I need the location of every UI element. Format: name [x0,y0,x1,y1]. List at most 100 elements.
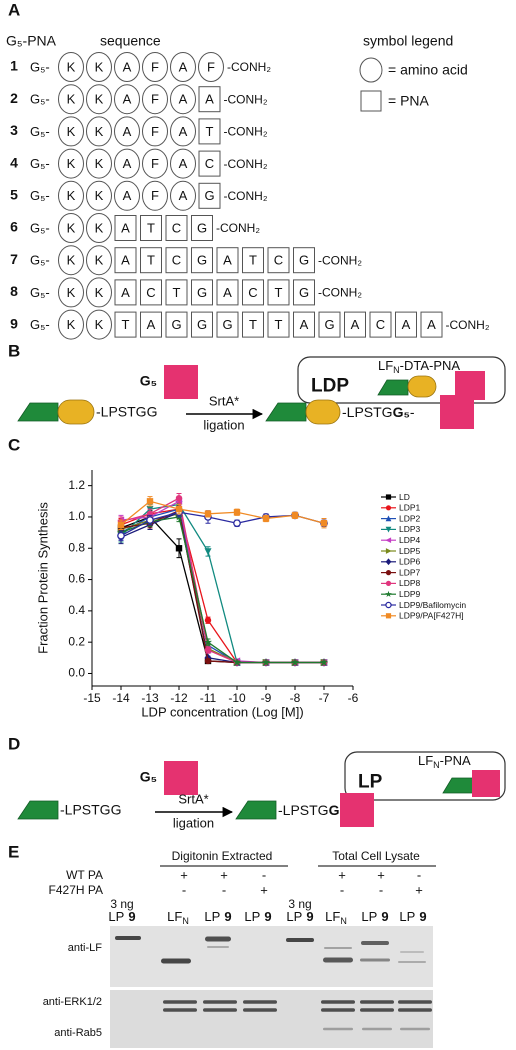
amino-acid [86,245,112,276]
x-tick-label: -13 [141,691,159,705]
amino-acid [170,148,196,179]
band [400,951,424,953]
pna-base [293,247,315,274]
pna-cargo [472,770,500,797]
amino-letter: A [179,156,188,171]
pna-letter: G [171,317,181,332]
amino-acid [86,148,112,179]
row-prefix: G₅- [30,124,50,139]
pna-letter: A [121,253,130,268]
lane-label: LP 9 [361,909,388,924]
condition-sign: + [415,882,423,897]
pna-base [198,150,221,177]
pna-letter: T [147,220,155,235]
x-tick-label: -14 [112,691,130,705]
series-line [120,508,324,664]
pna-letter: C [172,253,181,268]
pna-letter: A [351,317,360,332]
amino-acid [142,180,168,211]
row-suffix: -CONH₂ [216,221,260,235]
series-line [120,516,324,664]
marker [233,519,241,528]
column-header: G₅-PNA [6,33,57,49]
pna-cargo [164,365,198,399]
pna-base [198,86,221,113]
amino-acid [86,116,112,147]
pna-base [318,311,341,338]
row-number: 8 [10,283,18,299]
row-prefix: G₅- [30,188,50,203]
text-part: LP [108,909,124,924]
amino-letter: F [151,124,159,139]
marker [290,658,300,667]
row-suffix: -CONH₂ [227,60,271,74]
band [163,1008,197,1012]
band [161,958,191,964]
band [360,1000,394,1004]
condition-sign: - [262,867,266,882]
text-part: 9 [381,909,388,924]
pna-base [198,182,221,209]
pna-base [242,311,264,338]
pna-base [191,247,213,274]
row-number: 4 [10,154,18,170]
pna-letter: G [204,188,214,203]
y-tick-label: 0.8 [68,540,85,554]
pna-cargo [340,793,374,827]
band [115,936,141,940]
pna-base [140,311,162,338]
pna-letter: C [146,285,155,300]
amino-acid [142,116,168,147]
row-prefix: G₅- [30,253,50,268]
text-part: 9 [224,909,231,924]
row-prefix: G₅- [30,156,50,171]
row-number: 7 [10,251,18,267]
series-line [120,509,324,664]
lane-label: LFN [167,909,189,926]
condition-sign: + [338,867,346,882]
blot [110,990,433,1048]
pna-base [267,247,290,274]
band [286,938,314,942]
band [400,1027,430,1031]
pna-base [165,215,188,241]
pna-letter: T [206,124,214,139]
marker [204,657,212,665]
y-axis-label: Fraction Protein Synthesis [35,502,50,654]
text-part: N [182,916,189,926]
condition-label: WT PA [66,868,103,882]
band [398,1008,432,1012]
amino-letter: K [67,92,76,107]
band [398,1000,432,1004]
reagent: G₅ [140,769,157,785]
amino-acid [170,180,196,211]
amino-acid [58,309,84,340]
marker [261,658,271,667]
marker [385,601,392,609]
marker [146,516,154,524]
x-tick-label: -8 [290,691,301,705]
marker [204,548,212,556]
pna-base [140,215,162,241]
row-suffix: -CONH₂ [224,189,268,203]
pna-letter: A [147,317,156,332]
pna-letter: A [427,317,436,332]
amino-letter: K [95,253,104,268]
pna-letter: A [121,285,130,300]
pna-base [369,311,392,338]
legend-square [360,90,382,112]
panel-label: C [8,435,20,454]
legend-circle [359,57,383,83]
y-tick-label: 0.6 [68,572,85,586]
protein-domain [235,800,277,820]
protein-domain [442,777,474,794]
lane-label: LP 9 [244,909,271,924]
pna-letter: G [197,285,207,300]
amino-letter: K [67,156,76,171]
text-part: LF [167,909,182,924]
pna-base [242,247,264,274]
amino-letter: K [95,92,104,107]
text-part: LP [204,909,220,924]
marker [385,558,392,566]
